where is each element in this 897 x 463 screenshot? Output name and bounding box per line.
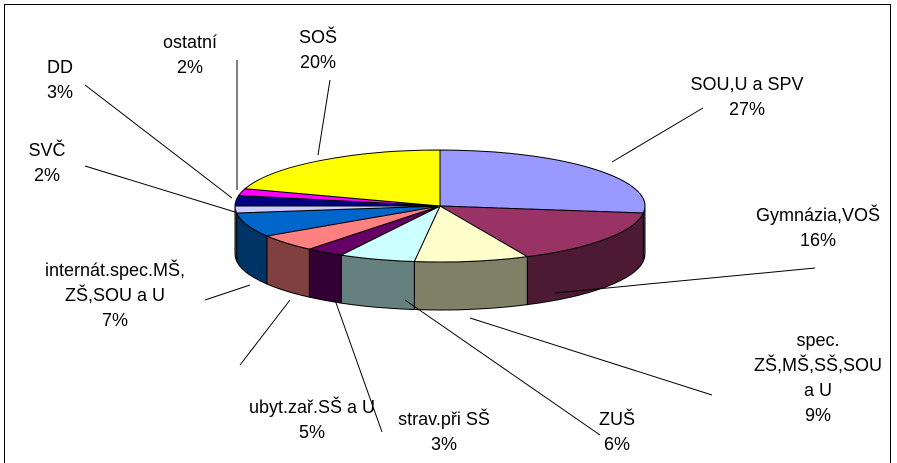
label-value: 16% [799, 230, 837, 250]
leader-line [84, 84, 233, 199]
slice-side [308, 248, 342, 304]
leader-line [334, 299, 383, 433]
leader-line [611, 107, 704, 163]
label-name: ostatní [162, 32, 218, 52]
label-value: 5% [298, 422, 325, 442]
data-label: DD 3% [30, 55, 90, 105]
data-label: SOŠ 20% [288, 25, 348, 75]
slice [439, 149, 646, 214]
data-label: internát.spec.MŠ, ZŠ,SOU a U 7% [18, 258, 213, 333]
label-name: strav.při SŠ [398, 409, 490, 429]
label-value: 20% [299, 52, 337, 72]
label-name: SVČ [28, 140, 66, 160]
data-label: SVČ 2% [17, 138, 77, 188]
label-name: internát.spec.MŠ, ZŠ,SOU a U [44, 260, 186, 305]
label-value: 2% [176, 57, 203, 77]
slice-side [413, 256, 528, 311]
leader-line [239, 299, 291, 366]
data-label: ostatní 2% [145, 30, 235, 80]
slice [413, 205, 529, 263]
data-label: ubyt.zař.SŠ a U 5% [232, 395, 392, 445]
label-value: 27% [728, 99, 766, 119]
label-name: SOU,U a SPV [690, 74, 804, 94]
slice-side [234, 205, 238, 262]
chart-frame [4, 4, 891, 463]
data-label: ZUŠ 6% [587, 407, 647, 457]
leader-line [469, 317, 713, 396]
data-label: strav.při SŠ 3% [369, 407, 519, 457]
slice-side [340, 254, 415, 311]
label-value: 2% [33, 165, 60, 185]
leader-line [554, 267, 816, 294]
label-name: ZUŠ [599, 409, 635, 429]
slice [243, 149, 441, 207]
label-value: 3% [46, 82, 73, 102]
leader-line [204, 284, 251, 301]
label-value: 6% [603, 434, 630, 454]
label-value: 9% [804, 405, 831, 425]
leader-line [317, 79, 331, 156]
label-name: Gymnázia,VOŠ [755, 205, 881, 225]
label-value: 7% [101, 310, 128, 330]
leader-line [404, 299, 601, 436]
label-name: ubyt.zař.SŠ a U [248, 397, 376, 417]
label-name: spec. ZŠ,MŠ,SŠ,SOU a U [753, 330, 883, 400]
data-label: SOU,U a SPV 27% [677, 72, 817, 122]
label-name: DD [47, 57, 73, 77]
label-value: 3% [430, 434, 457, 454]
leader-line [84, 165, 236, 213]
slice [439, 205, 645, 258]
label-name: SOŠ [298, 27, 337, 47]
data-label: spec. ZŠ,MŠ,SŠ,SOU a U 9% [753, 328, 883, 428]
data-label: Gymnázia,VOŠ 16% [743, 203, 893, 253]
